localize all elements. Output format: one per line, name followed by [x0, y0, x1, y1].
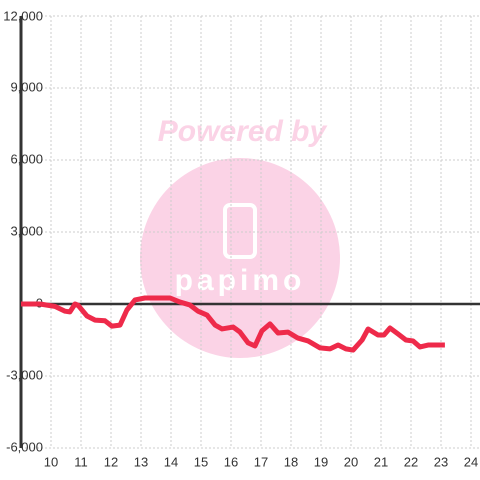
y-tick-label: 3,000	[10, 223, 43, 238]
y-tick-label: -6,000	[6, 439, 43, 454]
watermark-text: Powered by	[158, 115, 328, 148]
x-tick-label: 22	[404, 454, 418, 469]
x-tick-label: 21	[374, 454, 388, 469]
x-tick-label: 11	[74, 454, 88, 469]
x-tick-label: 12	[104, 454, 118, 469]
x-tick-label: 10	[44, 454, 58, 469]
x-tick-label: 13	[134, 454, 148, 469]
x-tick-label: 20	[344, 454, 358, 469]
watermark-logo: Powered by papimo	[140, 115, 340, 358]
watermark-brand: papimo	[175, 264, 306, 297]
x-tick-label: 16	[224, 454, 238, 469]
x-tick-label: 19	[314, 454, 328, 469]
x-tick-label: 18	[284, 454, 298, 469]
x-tick-label: 14	[164, 454, 178, 469]
data-line	[21, 295, 445, 353]
x-tick-label: 17	[254, 454, 268, 469]
y-tick-label: -3,000	[6, 367, 43, 382]
y-tick-label: 9,000	[10, 79, 43, 94]
y-tick-label: 12,000	[3, 8, 43, 23]
y-tick-label: 6,000	[10, 151, 43, 166]
x-tick-label: 15	[194, 454, 208, 469]
x-tick-label: 24	[464, 454, 478, 469]
x-tick-label: 23	[434, 454, 448, 469]
